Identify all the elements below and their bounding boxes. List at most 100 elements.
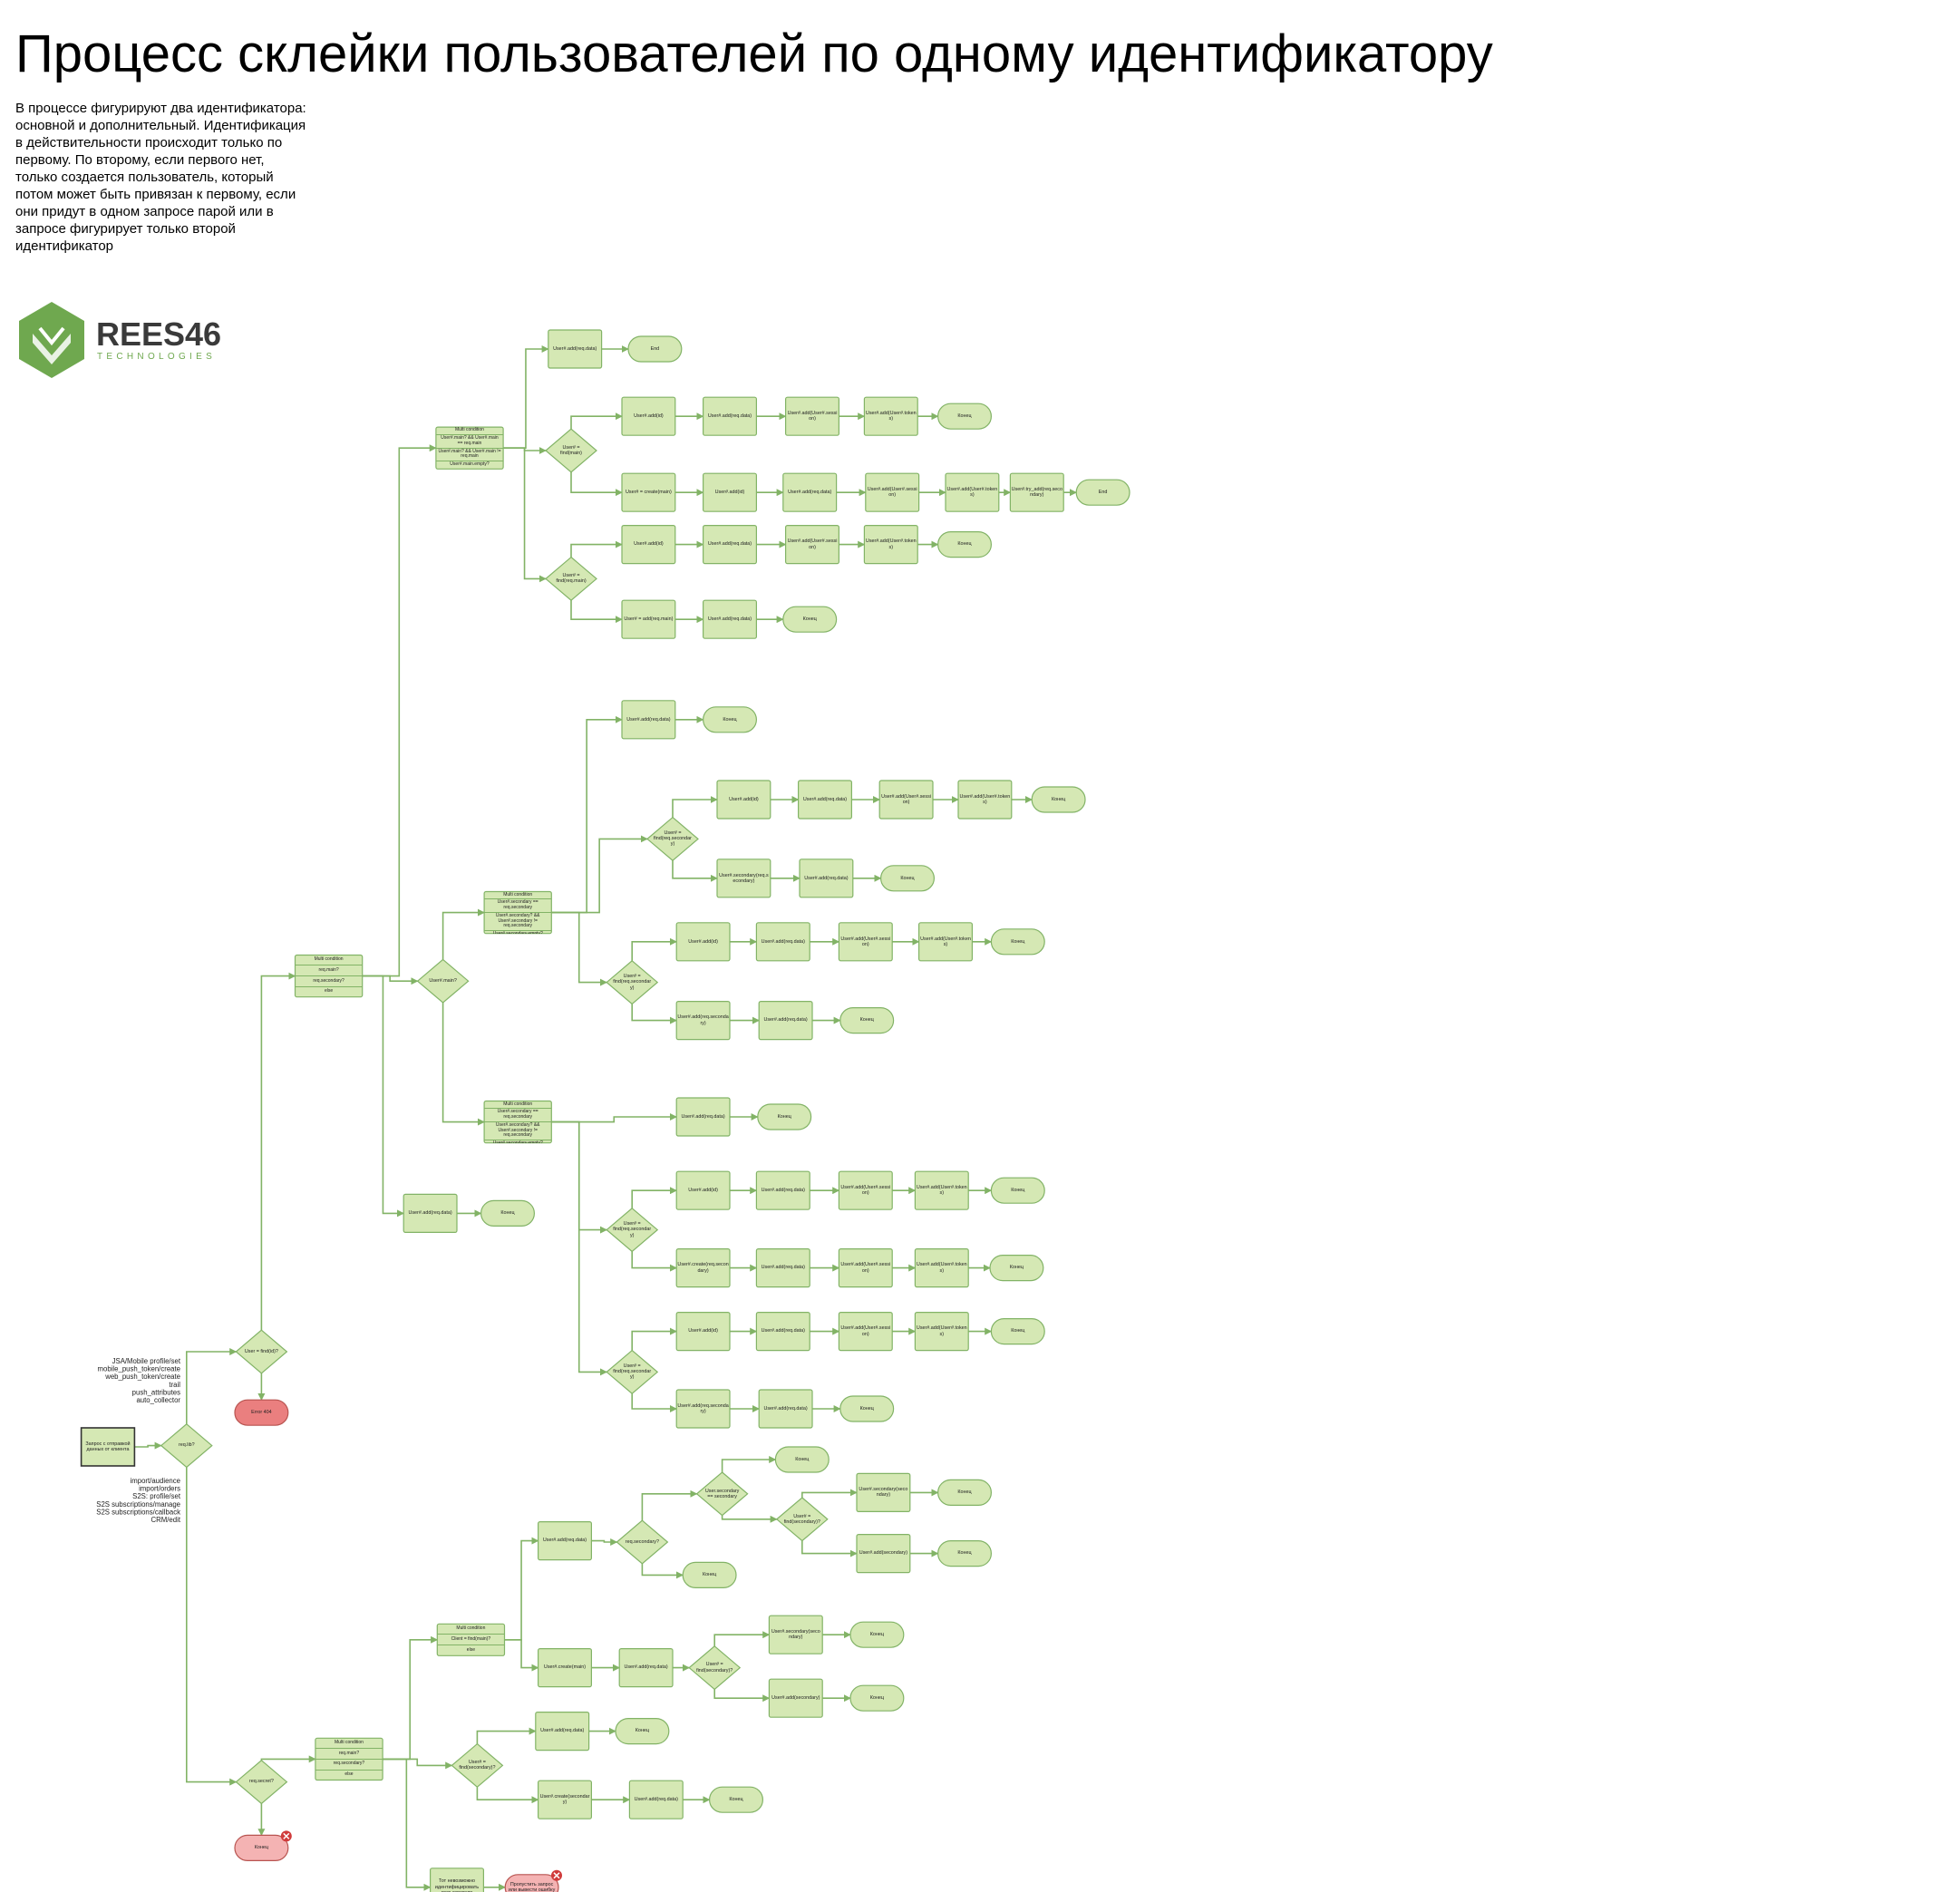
process: [702, 524, 757, 565]
connector: [672, 860, 718, 882]
node-text: User = find(id)?: [244, 1348, 278, 1354]
node: User#.secondary(req.secondary): [716, 859, 771, 898]
condition: req.main?: [295, 965, 363, 975]
node-label: Конец: [957, 541, 972, 548]
node-label: Конец: [1011, 1188, 1025, 1194]
terminal: [480, 1199, 535, 1227]
node-text: User#.add(User#.session): [788, 411, 838, 422]
terminal: [990, 1177, 1045, 1204]
decision: [416, 958, 470, 1004]
node-text: User#.add(req.data): [761, 1328, 805, 1334]
node-label: User#.add(User#.session): [840, 1325, 891, 1337]
node-label: User#.create(secondary): [539, 1793, 590, 1806]
node: Тот невозможно идентифицировать пользова…: [430, 1868, 484, 1892]
connector: [641, 1563, 684, 1579]
condition: else: [437, 1645, 505, 1655]
process: [755, 1247, 810, 1288]
decision: [695, 1471, 749, 1517]
connector: [800, 1489, 858, 1498]
process: [838, 922, 893, 962]
node-label: User#.add(req.data): [624, 1664, 668, 1671]
node-label: User# = find(secondary)?: [783, 1513, 820, 1525]
node-label: End: [650, 345, 660, 352]
node: Конец: [702, 706, 757, 733]
node-text: Конец: [803, 616, 817, 622]
multi-condition: [436, 1623, 506, 1656]
node-label: User = find(id)?: [244, 1348, 278, 1354]
connector: [476, 1787, 539, 1804]
node-label: User#.add(req.data): [788, 490, 832, 496]
source-note: auto_collector: [136, 1396, 180, 1404]
node-label: User#.add(User#.session): [840, 1262, 891, 1274]
node: User# = find(req.secondary): [606, 960, 659, 1005]
process: [755, 922, 810, 962]
node: Error 404: [234, 1399, 289, 1426]
source-note: S2S subscriptions/callback: [96, 1508, 180, 1516]
process: [914, 1170, 969, 1210]
process: [702, 599, 757, 639]
node: User# = find(req.main): [545, 556, 597, 601]
node-text: User# = create(main): [626, 490, 672, 495]
node-label: User#.add(req.secondary): [677, 1402, 729, 1414]
node-text: Multi condition Client = find(main)?else: [437, 1625, 505, 1655]
node: Конец: [879, 865, 935, 892]
process: [917, 922, 973, 962]
node-text: User#.add(req.data): [763, 1017, 807, 1023]
node-text: User#.add(req.data): [762, 939, 805, 945]
node-label: Конец: [500, 1210, 515, 1217]
process: [838, 1170, 893, 1210]
node: User#.add(req.data): [618, 1647, 674, 1688]
node-text: User#.add(req.data): [543, 1538, 587, 1543]
node-label: Error 404: [251, 1410, 272, 1416]
node: User#.add(User#.tokens): [863, 396, 918, 436]
node: User#.add(req.data): [628, 1780, 684, 1819]
node: User#.add(id): [675, 922, 731, 962]
node: Конец: [1031, 786, 1086, 813]
node-label: User#.add(id): [729, 796, 759, 802]
node-label: User#.add(req.data): [761, 1328, 805, 1334]
source-note: CRM/edit: [151, 1516, 181, 1524]
node: User#.add(req.data): [758, 1389, 813, 1429]
logo: REES46 TECHNOLOGIES: [19, 302, 221, 378]
process: [865, 472, 920, 512]
title: Процесс склейки пользователей по одному …: [15, 24, 1493, 83]
node: Multi condition req.main?req.secondary?el…: [315, 1737, 383, 1781]
node: Запрос с отправкой данных от клиента: [80, 1427, 136, 1467]
node-text: User#.add(req.data): [626, 716, 671, 723]
node: User#.try_add(req.secondary): [1009, 472, 1064, 512]
node: User#.create(secondary): [537, 1780, 592, 1819]
node: User = find(id)?: [235, 1329, 288, 1374]
node-label: User# = find(secondary)?: [696, 1662, 733, 1674]
node-label: User#.add(req.data): [626, 716, 671, 723]
node-text: User#.add(id): [688, 939, 718, 945]
condition: User#.secondary == req.secondary: [484, 1108, 552, 1121]
connector: [503, 345, 549, 450]
node-text: User#.secondary(secondary): [859, 1487, 907, 1498]
node-text: Error 404: [251, 1410, 272, 1416]
node-label: User#.add(req.data): [761, 1188, 805, 1194]
condition-title: Multi condition: [456, 1625, 486, 1631]
node: User#.add(req.data): [797, 780, 852, 820]
process: [675, 1170, 731, 1210]
condition: User#.main.empty?: [435, 461, 504, 469]
decision: [606, 1349, 659, 1394]
node-text: User#.add(User#.session): [788, 538, 838, 549]
node-text: User#.add(req.data): [553, 346, 597, 352]
node: User#.add(User#.tokens): [914, 1247, 969, 1288]
process: [755, 1311, 810, 1352]
node: Конец: [708, 1786, 763, 1813]
decision: [451, 1742, 504, 1788]
node: User# = find(secondary)?: [451, 1742, 504, 1788]
connector: [570, 471, 623, 497]
process: [914, 1311, 969, 1352]
node: User#.add(User#.tokens): [917, 922, 973, 962]
node: User# = find(req.secondary): [606, 1208, 659, 1253]
node: Пропустить запрос или вывести ошибку: [504, 1869, 562, 1892]
node-text: User#.add(id): [634, 541, 664, 547]
node-label: Конец: [702, 1572, 717, 1578]
node: User# = find(req.secondary): [646, 816, 699, 861]
terminal: [990, 928, 1045, 956]
node-text: Multi condition req.main?req.secondary?el…: [315, 1740, 383, 1777]
